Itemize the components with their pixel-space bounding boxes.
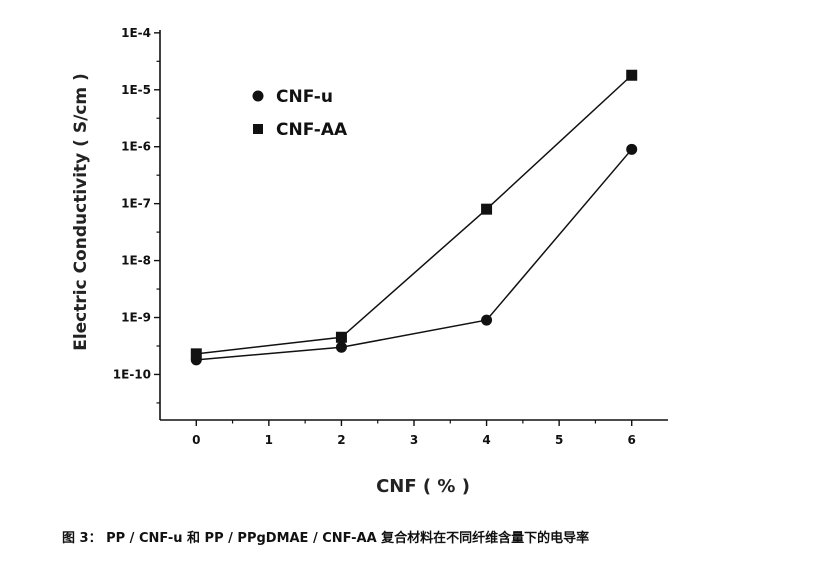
y-axis-label: Electric Conductivity ( S/cm )	[71, 73, 91, 351]
data-point-cnf-aa	[335, 331, 347, 343]
series-lines	[196, 74, 633, 361]
legend-label-cnf-aa: CNF-AA	[276, 120, 348, 140]
x-tick-label: 5	[555, 433, 563, 447]
x-tick-label: 0	[192, 433, 200, 447]
data-point-cnf-aa	[626, 69, 638, 81]
data-point-cnf-u	[481, 314, 493, 326]
x-tick-label: 1	[265, 433, 273, 447]
data-point-cnf-u	[335, 341, 347, 353]
x-axis-label: CNF ( % )	[376, 476, 470, 497]
axes	[159, 30, 668, 421]
series-markers	[190, 69, 638, 366]
legend-marker-cnf-u	[252, 90, 264, 102]
x-tick-label: 2	[337, 433, 345, 447]
y-tick-label: 1E-6	[121, 140, 151, 154]
series-line-cnf-aa	[196, 74, 633, 355]
legend-label-cnf-u: CNF-u	[276, 87, 333, 107]
y-tick-label: 1E-8	[121, 254, 151, 268]
x-tick-label: 6	[628, 433, 636, 447]
legend: CNF-u CNF-AA	[252, 87, 348, 140]
x-tick-label: 3	[410, 433, 418, 447]
figure-caption: 图 3： PP / CNF-u 和 PP / PPgDMAE / CNF-AA …	[62, 531, 590, 546]
series-line-cnf-u	[196, 148, 633, 361]
y-tick-label: 1E-10	[113, 367, 151, 381]
data-point-cnf-aa	[190, 348, 202, 360]
y-tick-label: 1E-4	[121, 26, 151, 40]
y-tick-label: 1E-9	[121, 311, 151, 325]
data-point-cnf-u	[626, 143, 638, 155]
x-tick-label: 4	[482, 433, 490, 447]
y-tick-label: 1E-7	[121, 197, 151, 211]
legend-marker-cnf-aa	[253, 124, 263, 134]
y-tick-label: 1E-5	[121, 83, 151, 97]
ticks: 0 1 2 3 4 5 6 1E-10 1E-9 1E-8 1E-7 1E-6 1E-5 1E-4	[113, 26, 636, 447]
data-point-cnf-aa	[481, 203, 493, 215]
